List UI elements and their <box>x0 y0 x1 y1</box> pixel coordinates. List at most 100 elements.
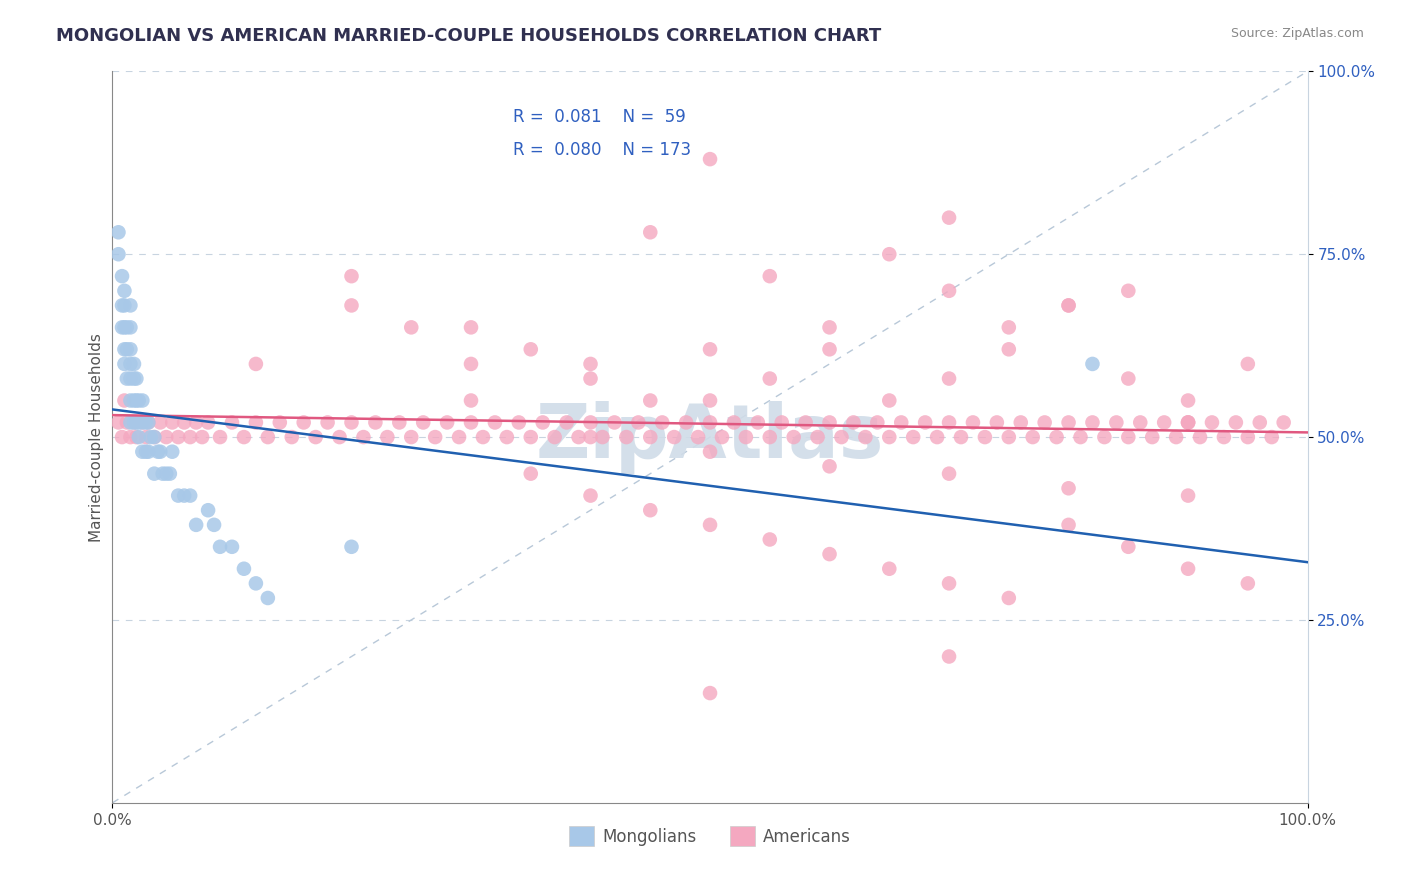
Point <box>664 430 686 444</box>
Point <box>138 444 160 458</box>
Point <box>460 357 482 371</box>
Point <box>1249 416 1271 430</box>
Point <box>179 489 201 503</box>
Point <box>122 371 145 385</box>
Point <box>1022 430 1045 444</box>
Point <box>759 533 782 547</box>
Point <box>155 467 177 481</box>
Point <box>139 430 162 444</box>
Point <box>377 430 399 444</box>
Point <box>125 393 148 408</box>
Point <box>111 269 134 284</box>
Point <box>938 211 960 225</box>
Point <box>651 416 673 430</box>
Point <box>115 343 138 357</box>
Point <box>115 320 138 334</box>
Point <box>146 444 169 458</box>
Point <box>1070 430 1092 444</box>
Point <box>520 467 543 481</box>
Point <box>281 430 304 444</box>
Point <box>496 430 519 444</box>
Point <box>125 416 148 430</box>
Point <box>1105 416 1128 430</box>
Point <box>1177 416 1199 430</box>
Point <box>723 416 745 430</box>
Point <box>759 371 782 385</box>
Point <box>114 284 135 298</box>
Point <box>162 416 183 430</box>
Point <box>120 371 142 385</box>
Point <box>1272 416 1295 430</box>
Point <box>1118 371 1140 385</box>
Point <box>998 430 1021 444</box>
Point <box>974 430 997 444</box>
Point <box>1177 489 1199 503</box>
Point <box>233 430 256 444</box>
Point <box>579 371 602 385</box>
Point <box>245 357 267 371</box>
Point <box>699 416 721 430</box>
Point <box>1081 416 1104 430</box>
Point <box>818 547 841 561</box>
Point <box>340 540 363 554</box>
Point <box>699 152 721 166</box>
Point <box>1177 416 1199 430</box>
Point <box>1118 430 1140 444</box>
Point <box>173 416 195 430</box>
Point <box>143 467 166 481</box>
Point <box>879 393 901 408</box>
Point <box>245 416 267 430</box>
Point <box>221 540 243 554</box>
Point <box>998 343 1021 357</box>
Point <box>245 576 267 591</box>
Point <box>186 416 208 430</box>
Point <box>579 416 602 430</box>
Point <box>125 430 148 444</box>
Point <box>1177 393 1199 408</box>
Point <box>128 416 150 430</box>
Point <box>842 416 865 430</box>
Point <box>352 430 374 444</box>
Point <box>950 430 973 444</box>
Point <box>111 298 134 312</box>
Y-axis label: Married-couple Households: Married-couple Households <box>89 333 104 541</box>
Point <box>903 430 925 444</box>
Text: MONGOLIAN VS AMERICAN MARRIED-COUPLE HOUSEHOLDS CORRELATION CHART: MONGOLIAN VS AMERICAN MARRIED-COUPLE HOU… <box>56 27 882 45</box>
Point <box>412 416 434 430</box>
Point <box>579 430 602 444</box>
Point <box>1177 416 1199 430</box>
Point <box>579 489 602 503</box>
Point <box>508 416 530 430</box>
Point <box>818 459 841 474</box>
Point <box>135 430 157 444</box>
Point <box>1225 416 1247 430</box>
Point <box>155 430 177 444</box>
Point <box>1213 430 1236 444</box>
Point <box>699 517 721 532</box>
Point <box>879 430 901 444</box>
Point <box>938 416 960 430</box>
Point <box>120 298 142 312</box>
Point <box>257 430 280 444</box>
Point <box>316 416 339 430</box>
Point <box>167 489 190 503</box>
Point <box>616 430 638 444</box>
Point <box>688 430 710 444</box>
Point <box>1057 517 1080 532</box>
Point <box>143 430 166 444</box>
Point <box>269 416 291 430</box>
Point <box>627 416 650 430</box>
Point <box>114 357 135 371</box>
Point <box>107 225 129 239</box>
Point <box>782 430 804 444</box>
Point <box>1081 357 1104 371</box>
Point <box>115 371 138 385</box>
Point <box>425 430 447 444</box>
Point <box>107 247 129 261</box>
Point <box>938 576 960 591</box>
Point <box>998 591 1021 605</box>
Point <box>122 416 145 430</box>
Point <box>120 393 142 408</box>
Point <box>520 430 543 444</box>
Point <box>699 444 721 458</box>
